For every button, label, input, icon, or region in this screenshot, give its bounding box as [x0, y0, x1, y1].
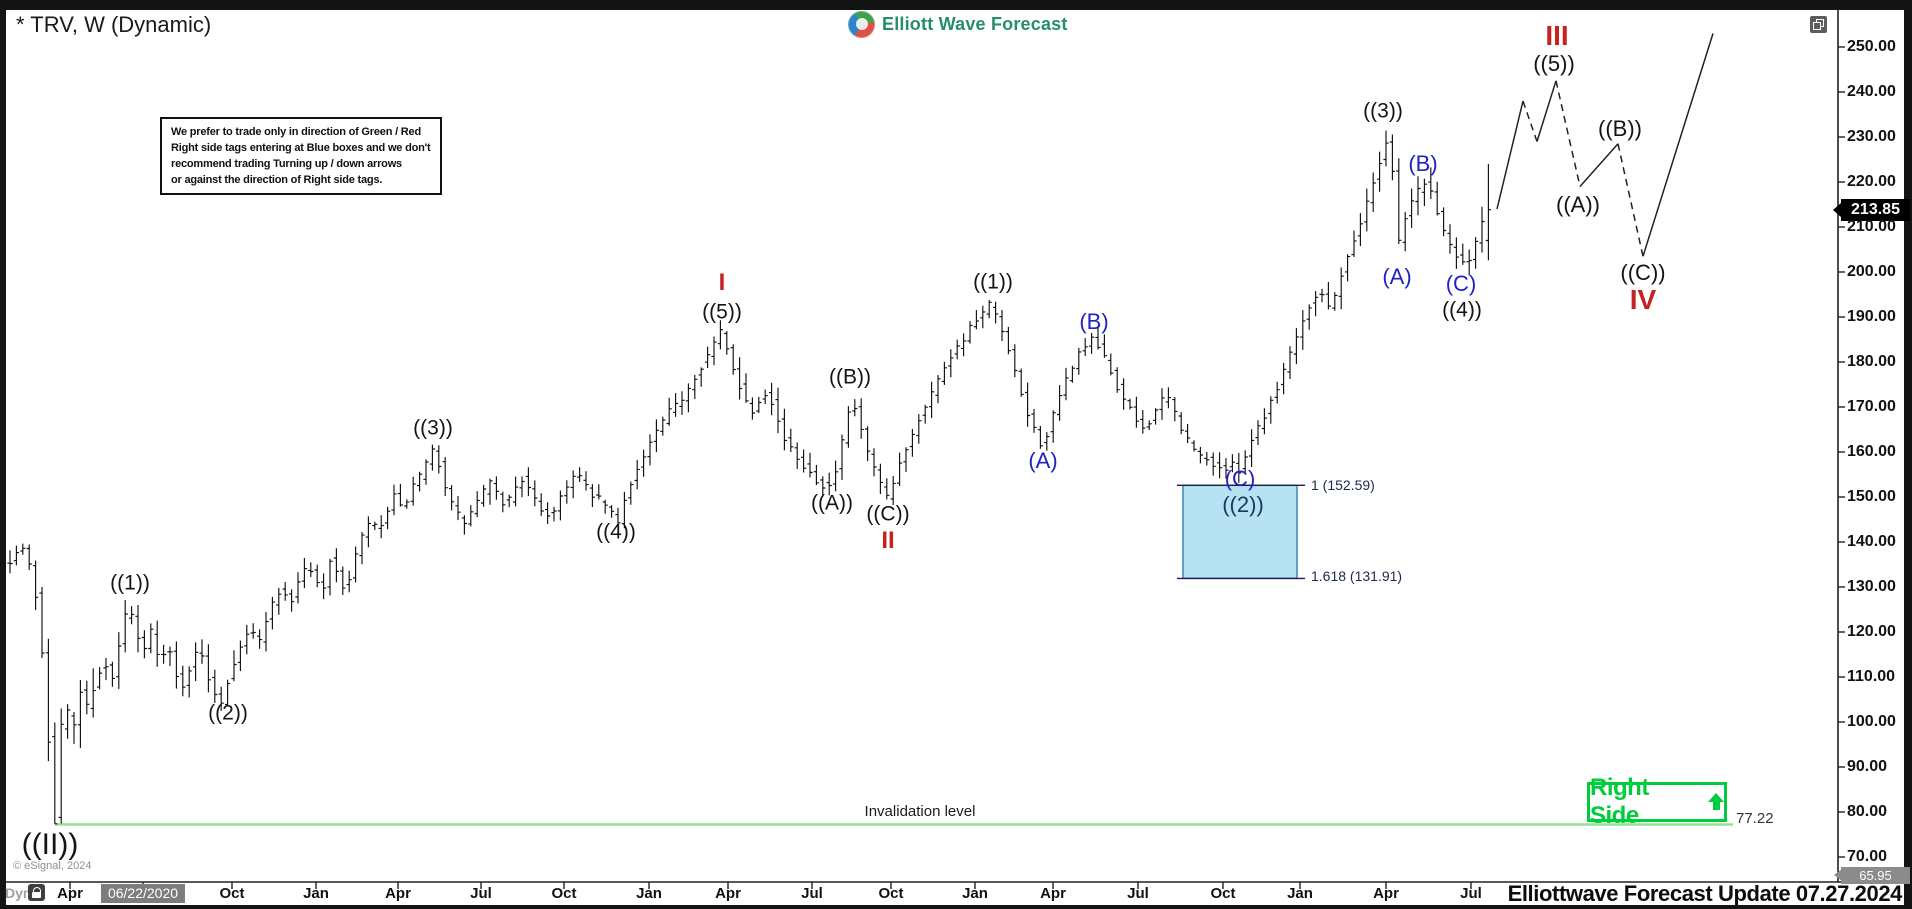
- right-side-label: Right Side: [1590, 774, 1649, 829]
- note-line: We prefer to trade only in direction of …: [171, 126, 421, 138]
- trading-note-box: We prefer to trade only in direction of …: [160, 117, 442, 195]
- wave-label: ((5)): [1533, 51, 1575, 76]
- month-tick-label: Jan: [1287, 885, 1313, 902]
- invalidation-level-label: Invalidation level: [864, 803, 976, 820]
- note-line: recommend trading Turning up / down arro…: [171, 158, 402, 170]
- wave-label: ((A)): [811, 491, 853, 515]
- price-tick-label: 90.00: [1847, 758, 1888, 775]
- month-tick-label: Jul: [470, 885, 492, 902]
- month-tick-label: Apr: [385, 885, 411, 902]
- month-tick-label: Oct: [551, 885, 577, 902]
- month-tick-label: Apr: [1373, 885, 1399, 902]
- wave-label: (B): [1079, 309, 1109, 334]
- price-tick-label: 220.00: [1847, 173, 1896, 190]
- price-tick-label: 100.00: [1847, 713, 1896, 730]
- footer-update-text: Elliottwave Forecast Update 07.27.2024: [1507, 881, 1903, 906]
- wave-label: ((II)): [21, 828, 79, 861]
- month-tick-label: Jan: [636, 885, 662, 902]
- month-tick-label: Oct: [219, 885, 245, 902]
- lock-icon[interactable]: [28, 884, 45, 901]
- price-tick-label: 120.00: [1847, 623, 1896, 640]
- month-tick-label: Apr: [715, 885, 741, 902]
- invalidation-level-value: 77.22: [1736, 809, 1774, 827]
- price-tick-label: 240.00: [1847, 83, 1896, 100]
- wave-label: ((1)): [110, 571, 150, 595]
- fib-ratio-1618-label: 1.618 (131.91): [1311, 568, 1403, 585]
- right-side-badge: Right Side: [1587, 774, 1727, 829]
- price-tick-label: 190.00: [1847, 308, 1896, 325]
- month-tick-label: Jul: [801, 885, 823, 902]
- fib-ratio-1-label: 1 (152.59): [1311, 477, 1375, 494]
- note-line: or against the direction of Right side t…: [171, 174, 383, 186]
- wave-label: (C): [1224, 466, 1256, 491]
- fib-box-layer: [1177, 484, 1305, 580]
- copyright-text: © eSignal, 2024: [13, 860, 92, 872]
- month-tick-label: Jan: [962, 885, 988, 902]
- month-tick-label: Apr: [1040, 885, 1066, 902]
- wave-label: (C): [1445, 271, 1477, 296]
- wave-label: (A): [1382, 264, 1412, 289]
- restore-square-front: [1813, 22, 1821, 30]
- wave-label: ((B)): [829, 365, 871, 389]
- elliott-wave-swirl-icon: [848, 11, 875, 38]
- lock-body: [31, 891, 41, 898]
- wave-label: (B): [1408, 151, 1438, 176]
- price-bars-layer: [7, 130, 1491, 825]
- last-price-badge-arrow: [1833, 201, 1842, 218]
- price-tick-label: 200.00: [1847, 263, 1896, 280]
- wave-label: IV: [1629, 284, 1657, 315]
- up-arrow-icon: [1708, 792, 1725, 812]
- month-tick-label: Jul: [1127, 885, 1149, 902]
- lock-shackle: [32, 886, 41, 893]
- month-tick-label: Jan: [303, 885, 329, 902]
- wave-label: I: [718, 269, 726, 296]
- price-tick-label: 140.00: [1847, 533, 1896, 550]
- wave-label: ((3)): [1363, 99, 1403, 123]
- date-tag-badge: 06/22/2020: [100, 884, 186, 903]
- price-tick-label: 150.00: [1847, 488, 1896, 505]
- month-tick-label: Oct: [1210, 885, 1236, 902]
- price-tick-label: 80.00: [1847, 803, 1888, 820]
- projection-lines-layer: [1496, 33, 1714, 257]
- wave-label: ((A)): [1556, 192, 1600, 217]
- wave-label: ((B)): [1598, 116, 1642, 141]
- brand-logo: Elliott Wave Forecast: [848, 11, 1068, 38]
- wave-label: II: [881, 527, 895, 554]
- price-tick-label: 180.00: [1847, 353, 1896, 370]
- restore-window-icon[interactable]: [1810, 16, 1827, 33]
- wave-label: III: [1545, 20, 1569, 51]
- axes-layer: [6, 10, 1904, 889]
- month-tick-label: Oct: [878, 885, 904, 902]
- symbol-title: * TRV, W (Dynamic): [16, 12, 212, 37]
- session-low-badge: 65.95: [1841, 866, 1910, 884]
- wave-label: ((5)): [702, 300, 742, 324]
- wave-label: ((4)): [1442, 298, 1482, 322]
- price-tick-label: 210.00: [1847, 218, 1896, 235]
- last-price-badge: 213.85: [1841, 198, 1910, 221]
- wave-label: (A): [1028, 448, 1058, 473]
- price-tick-label: 230.00: [1847, 128, 1896, 145]
- month-tick-label: Jul: [1460, 885, 1482, 902]
- price-tick-label: 250.00: [1847, 38, 1896, 55]
- wave-label: ((3)): [413, 416, 453, 440]
- wave-label: ((C)): [1620, 260, 1666, 285]
- month-tick-label: Apr: [57, 885, 83, 902]
- price-tick-label: 130.00: [1847, 578, 1896, 595]
- wave-label: ((2)): [1222, 492, 1264, 517]
- note-line: Right side tags entering at Blue boxes a…: [171, 142, 431, 154]
- wave-label: ((C)): [866, 502, 910, 526]
- wave-label: ((2)): [208, 701, 248, 725]
- price-tick-label: 110.00: [1847, 668, 1896, 685]
- price-tick-label: 170.00: [1847, 398, 1896, 415]
- price-tick-label: 160.00: [1847, 443, 1896, 460]
- dyn-mode-label: Dyn: [5, 885, 32, 901]
- wave-label: ((1)): [973, 270, 1013, 294]
- brand-name: Elliott Wave Forecast: [882, 14, 1068, 34]
- session-low-badge-arrow: [1834, 869, 1842, 882]
- wave-label: ((4)): [596, 520, 636, 544]
- price-tick-label: 70.00: [1847, 848, 1888, 865]
